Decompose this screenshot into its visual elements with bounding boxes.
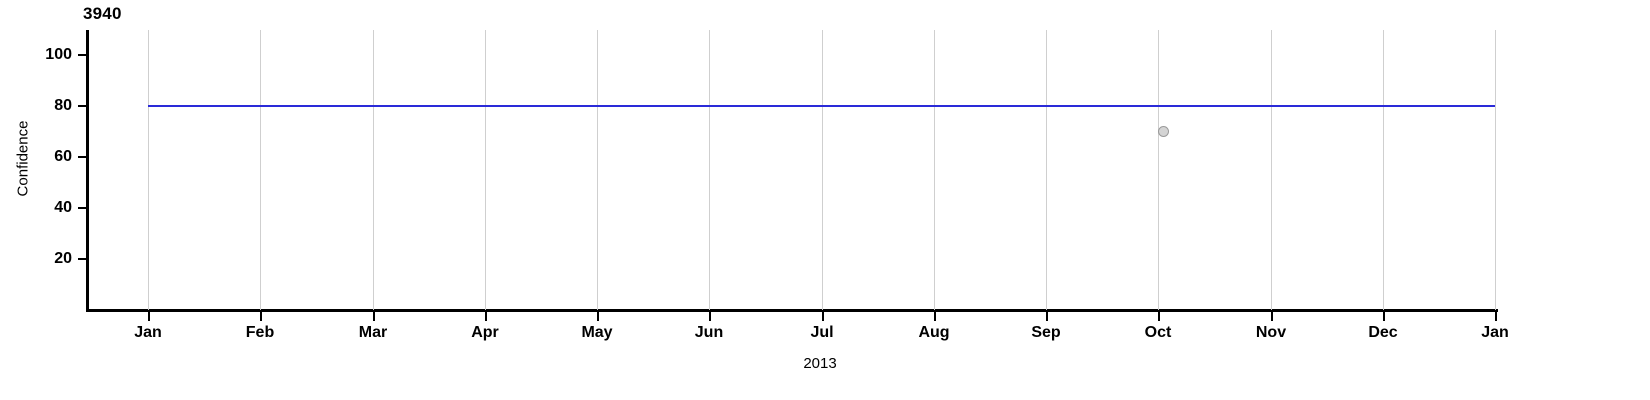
- y-tick-label-wrap: 80: [0, 97, 74, 124]
- gridline: [597, 30, 598, 310]
- x-tick-mark: [373, 312, 375, 321]
- gridline: [822, 30, 823, 310]
- data-point[interactable]: [1158, 126, 1169, 137]
- gridline: [485, 30, 486, 310]
- y-tick-mark: [78, 258, 87, 261]
- x-tick-mark: [822, 312, 824, 321]
- x-tick-label: Oct: [1144, 324, 1172, 341]
- y-tick-label-wrap: 60: [0, 148, 74, 175]
- y-tick-label: 100: [45, 46, 72, 64]
- x-tick-mark: [1383, 312, 1385, 321]
- y-tick-mark: [78, 54, 87, 57]
- y-tick-label-wrap: 100: [0, 46, 74, 73]
- x-tick-mark: [1271, 312, 1273, 321]
- gridline: [260, 30, 261, 310]
- y-tick-label: 20: [54, 250, 72, 268]
- gridline: [1046, 30, 1047, 310]
- gridline: [373, 30, 374, 310]
- gridline: [934, 30, 935, 310]
- y-tick-label: 40: [54, 199, 72, 217]
- x-tick-mark: [709, 312, 711, 321]
- y-axis-line: [86, 30, 89, 312]
- x-tick-label: Sep: [1031, 324, 1061, 341]
- gridline: [1383, 30, 1384, 310]
- x-tick-mark: [1158, 312, 1160, 321]
- threshold-line: [148, 105, 1495, 107]
- x-tick-label: Nov: [1255, 324, 1287, 341]
- x-tick-label: Aug: [918, 324, 950, 341]
- x-tick-mark: [597, 312, 599, 321]
- x-tick-label: Jul: [810, 324, 834, 341]
- gridline: [148, 30, 149, 310]
- gridline: [709, 30, 710, 310]
- year-text: 2013: [803, 355, 837, 372]
- x-tick-mark: [485, 312, 487, 321]
- x-tick-mark: [148, 312, 150, 321]
- y-tick-label: 60: [54, 148, 72, 166]
- y-tick-mark: [78, 105, 87, 108]
- x-tick-label: Dec: [1368, 324, 1398, 341]
- x-tick-mark: [1046, 312, 1048, 321]
- x-tick-mark: [934, 312, 936, 321]
- x-tick-label: Jan: [134, 324, 162, 341]
- x-tick-mark: [260, 312, 262, 321]
- gridline: [1271, 30, 1272, 310]
- x-tick-label: Jun: [694, 324, 724, 341]
- x-tick-label: May: [581, 324, 613, 341]
- gridline: [1158, 30, 1159, 310]
- gridline: [1495, 30, 1496, 310]
- y-tick-label: 80: [54, 97, 72, 115]
- y-tick-mark: [78, 207, 87, 210]
- x-tick-label: Apr: [471, 324, 499, 341]
- y-tick-label-wrap: 20: [0, 250, 74, 277]
- x-tick-mark: [1495, 312, 1497, 321]
- y-tick-label-wrap: 40: [0, 199, 74, 226]
- y-tick-mark: [78, 156, 87, 159]
- x-axis-caption: 2013: [0, 355, 1650, 372]
- chart-title: 3940: [83, 4, 122, 23]
- x-tick-label: Feb: [245, 324, 275, 341]
- x-tick-label: Mar: [358, 324, 388, 341]
- x-tick-label: Jan: [1481, 324, 1509, 341]
- x-axis-line: [86, 309, 1498, 312]
